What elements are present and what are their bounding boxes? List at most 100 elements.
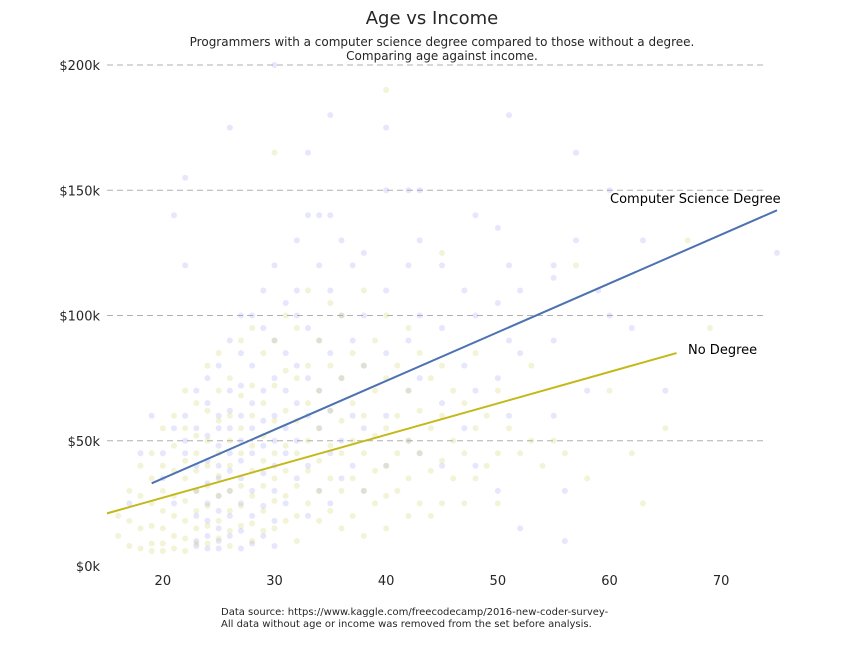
scatter-point bbox=[383, 412, 390, 419]
scatter-point bbox=[204, 375, 211, 382]
scatter-point bbox=[349, 262, 356, 269]
scatter-point bbox=[439, 325, 445, 332]
scatter-point bbox=[327, 212, 334, 219]
y-tick-label: $50k bbox=[68, 435, 101, 450]
scatter-point bbox=[260, 482, 267, 489]
scatter-point bbox=[338, 375, 345, 382]
scatter-point bbox=[226, 527, 233, 534]
scatter-point bbox=[416, 312, 423, 319]
scatter-point bbox=[204, 545, 211, 552]
scatter-point bbox=[271, 517, 278, 524]
scatter-point bbox=[483, 462, 490, 469]
scatter-point bbox=[383, 312, 390, 319]
scatter-point bbox=[137, 450, 144, 457]
scatter-point bbox=[338, 437, 345, 444]
scatter-point bbox=[182, 457, 189, 464]
scatter-point bbox=[249, 425, 256, 432]
scatter-point bbox=[360, 450, 367, 457]
scatter-point bbox=[260, 527, 267, 534]
scatter-point bbox=[494, 224, 501, 231]
scatter-point bbox=[282, 517, 289, 524]
scatter-point bbox=[305, 149, 311, 156]
scatter-point bbox=[182, 497, 189, 504]
scatter-point bbox=[293, 482, 300, 489]
scatter-point bbox=[628, 325, 635, 332]
scatter-point bbox=[461, 287, 468, 294]
scatter-point bbox=[427, 467, 434, 474]
scatter-point bbox=[271, 375, 278, 382]
scatter-point bbox=[260, 507, 267, 514]
scatter-point bbox=[260, 325, 267, 332]
scatter-point bbox=[215, 442, 222, 449]
scatter-point bbox=[193, 507, 200, 514]
scatter-point bbox=[383, 425, 390, 432]
scatter-point bbox=[383, 525, 390, 532]
scatter-point bbox=[204, 407, 211, 414]
scatter-point bbox=[226, 487, 233, 494]
scatter-point bbox=[416, 407, 423, 414]
scatter-point bbox=[327, 407, 334, 414]
scatter-point bbox=[126, 517, 133, 524]
scatter-point bbox=[316, 517, 323, 524]
scatter-point bbox=[293, 475, 300, 482]
scatter-point bbox=[182, 450, 189, 457]
scatter-point bbox=[305, 512, 311, 519]
scatter-point bbox=[316, 487, 323, 494]
scatter-point bbox=[238, 457, 244, 464]
scatter-point bbox=[338, 417, 345, 424]
scatter-point bbox=[226, 462, 233, 469]
scatter-point bbox=[204, 502, 211, 509]
scatter-point bbox=[360, 249, 367, 256]
scatter-point bbox=[238, 500, 244, 507]
scatter-point bbox=[293, 325, 300, 332]
scatter-point bbox=[327, 112, 334, 119]
scatter-point bbox=[238, 392, 244, 399]
scatter-point bbox=[550, 262, 557, 269]
scatter-point bbox=[215, 537, 222, 544]
scatter-point bbox=[439, 249, 445, 256]
scatter-point bbox=[171, 500, 177, 507]
scatter-point bbox=[215, 475, 222, 482]
scatter-point bbox=[249, 382, 256, 389]
scatter-point bbox=[226, 337, 233, 344]
scatter-point bbox=[159, 487, 166, 494]
scatter-point bbox=[561, 487, 568, 494]
scatter-point bbox=[182, 437, 189, 444]
scatter-point bbox=[550, 274, 557, 281]
scatter-point bbox=[416, 350, 423, 357]
scatter-point bbox=[226, 532, 233, 539]
scatter-point bbox=[126, 487, 133, 494]
scatter-point bbox=[171, 212, 177, 219]
scatter-point bbox=[215, 472, 222, 479]
scatter-point bbox=[293, 312, 300, 319]
scatter-point bbox=[193, 525, 200, 532]
scatter-point bbox=[338, 475, 345, 482]
scatter-point bbox=[249, 442, 256, 449]
scatter-point bbox=[405, 475, 412, 482]
scatter-point bbox=[305, 437, 311, 444]
scatter-point bbox=[550, 412, 557, 419]
scatter-point bbox=[271, 450, 278, 457]
scatter-point bbox=[439, 412, 445, 419]
scatter-point bbox=[204, 500, 211, 507]
scatter-point bbox=[539, 462, 546, 469]
scatter-point bbox=[327, 442, 334, 449]
scatter-point bbox=[461, 500, 468, 507]
scatter-point bbox=[305, 287, 311, 294]
scatter-point bbox=[450, 437, 457, 444]
scatter-point bbox=[338, 375, 345, 382]
scatter-point bbox=[182, 475, 189, 482]
scatter-point bbox=[193, 467, 200, 474]
scatter-point bbox=[360, 487, 367, 494]
scatter-point bbox=[349, 412, 356, 419]
trend-line bbox=[106, 352, 677, 515]
scatter-point bbox=[193, 512, 200, 519]
scatter-point bbox=[260, 532, 267, 539]
scatter-point bbox=[148, 412, 155, 419]
scatter-point bbox=[260, 350, 267, 357]
scatter-point bbox=[238, 502, 244, 509]
scatter-point bbox=[171, 545, 177, 552]
scatter-point bbox=[215, 462, 222, 469]
scatter-point bbox=[427, 375, 434, 382]
scatter-point bbox=[293, 237, 300, 244]
